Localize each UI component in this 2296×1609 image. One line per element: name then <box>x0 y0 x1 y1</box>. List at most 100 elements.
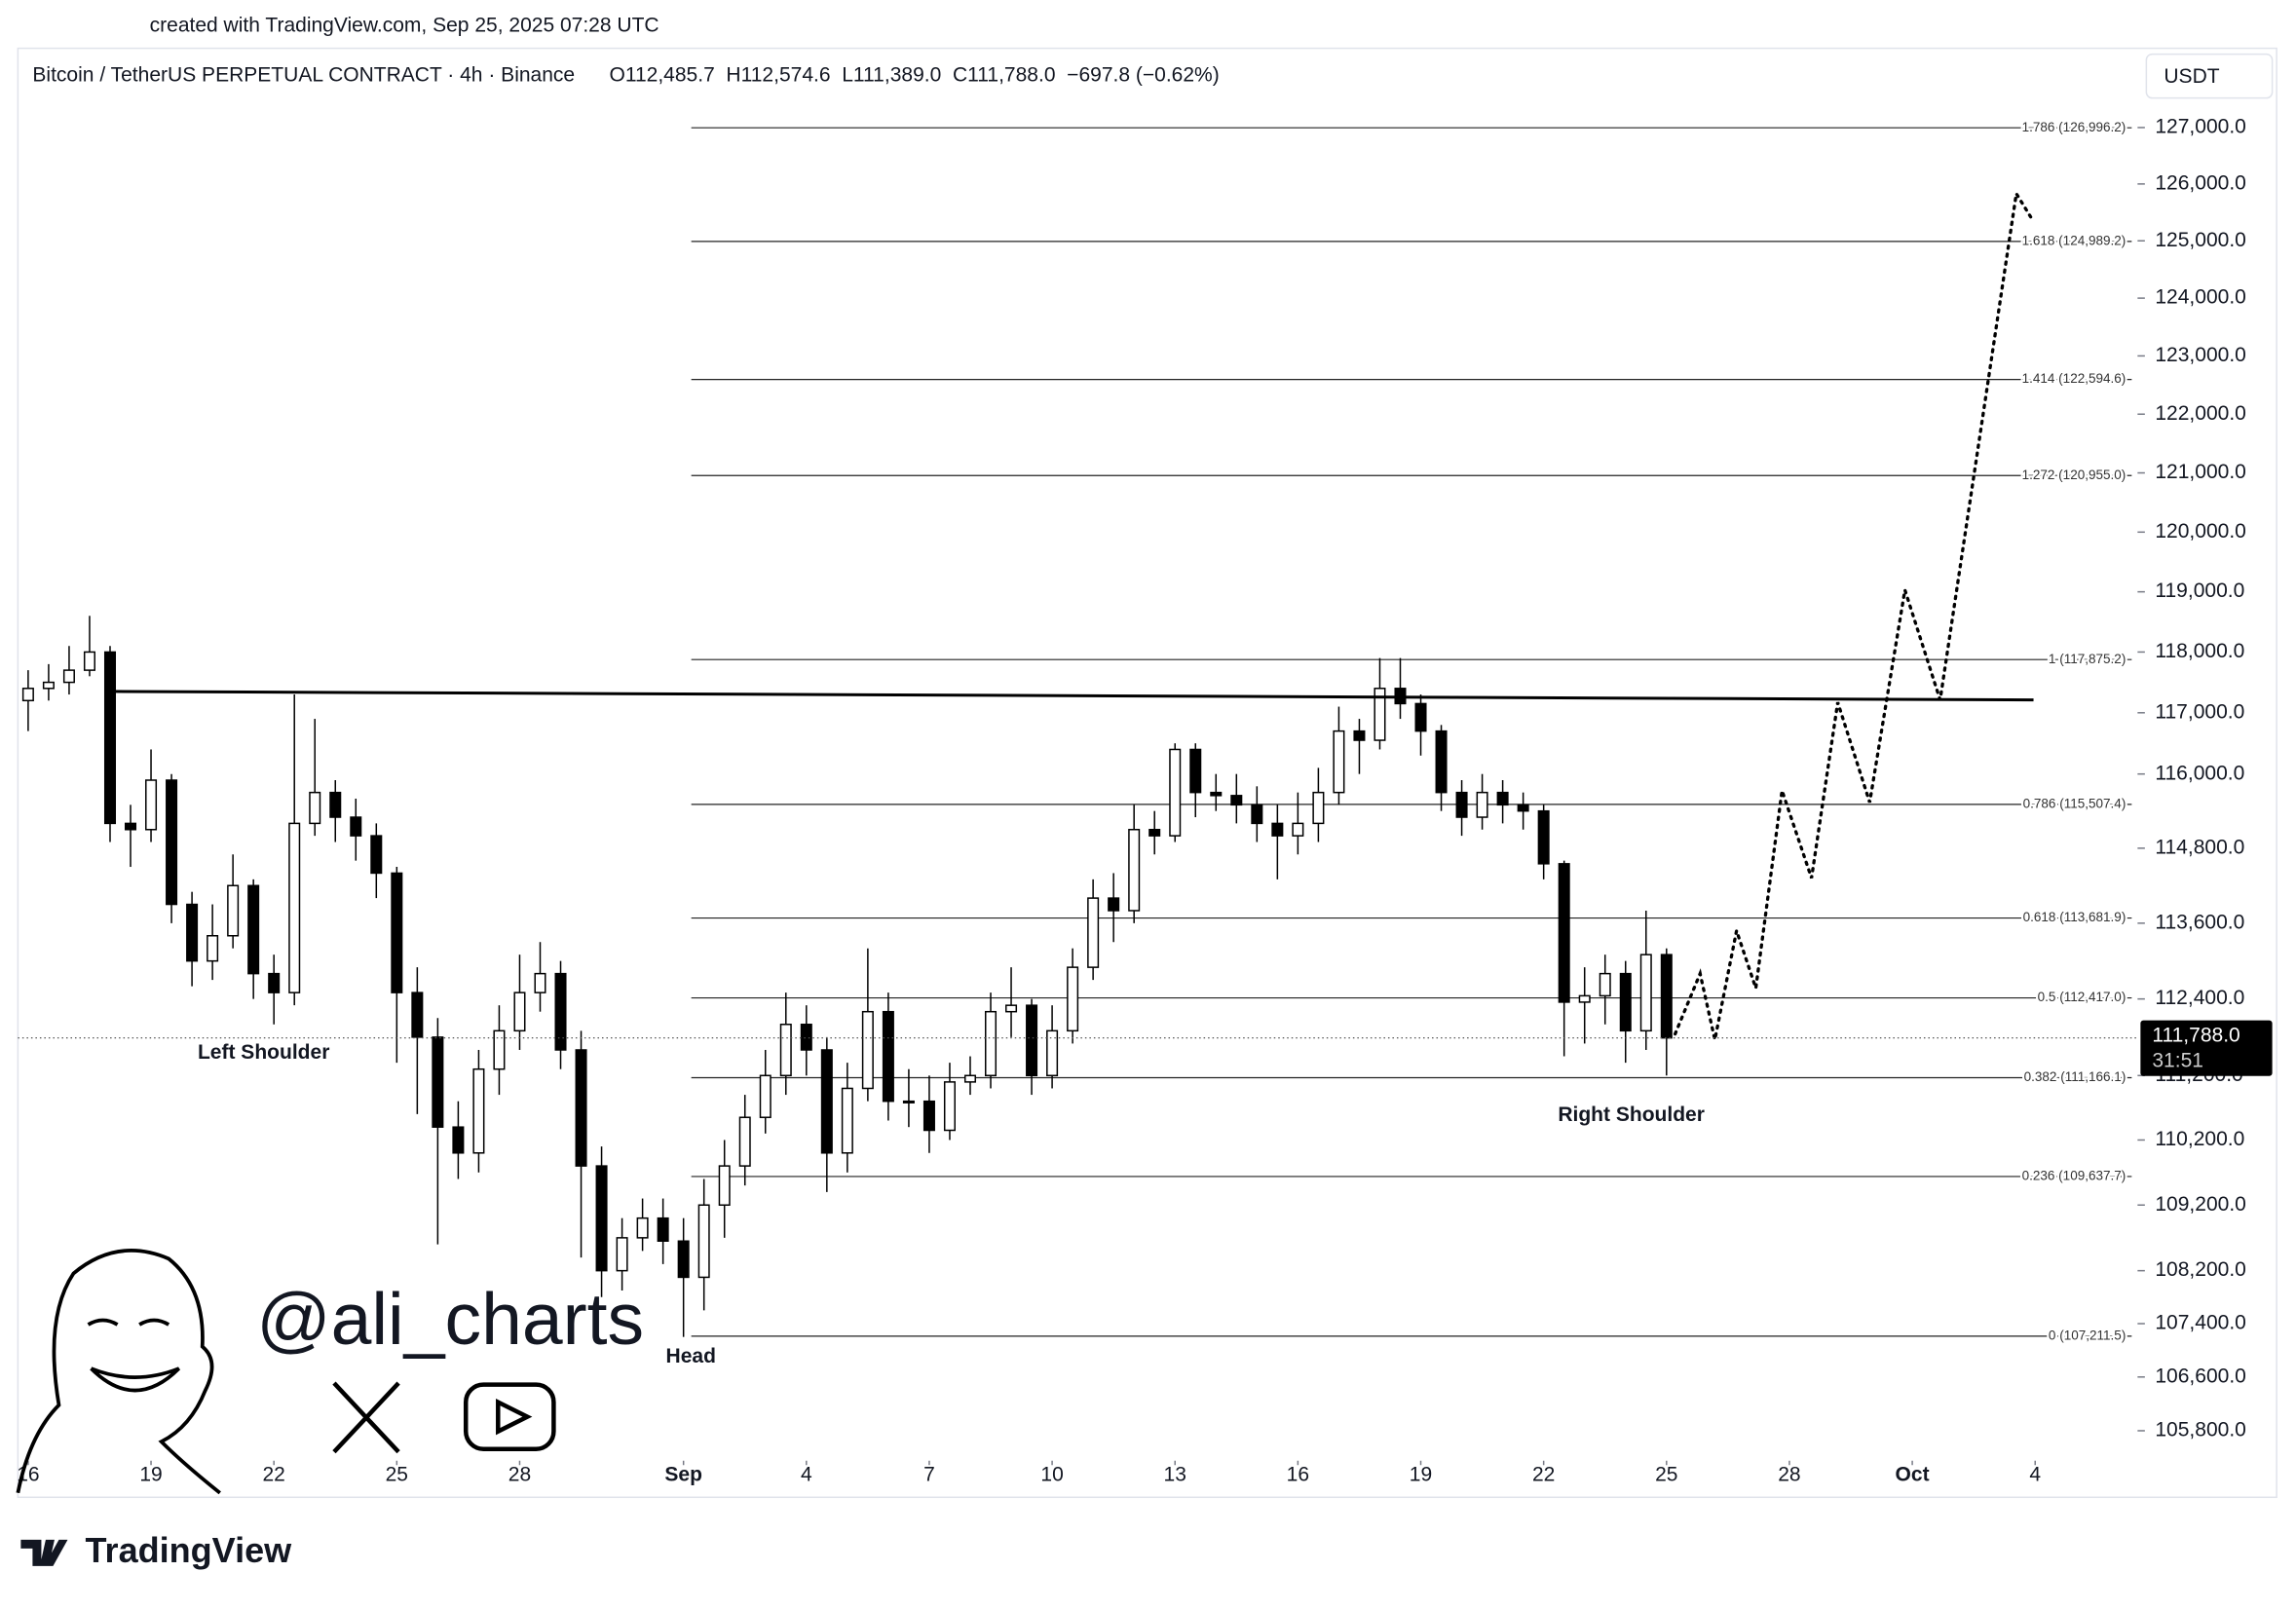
candle-body <box>1271 822 1284 837</box>
currency: USDT <box>2164 65 2219 88</box>
candle-body <box>268 972 281 993</box>
candle-body <box>1639 954 1652 1032</box>
candle-body <box>861 1010 874 1090</box>
candle-body <box>166 779 178 906</box>
candle-body <box>227 884 240 937</box>
candle-body <box>985 1010 997 1077</box>
y-tick-label: 118,000.0 <box>2155 640 2244 662</box>
candle-body <box>1333 730 1345 794</box>
y-tick-label: 121,000.0 <box>2155 461 2246 483</box>
y-tick-label: 113,600.0 <box>2155 911 2244 933</box>
last-price-label: 111,788.0 <box>2152 1025 2240 1047</box>
y-tick-label: 110,200.0 <box>2155 1128 2244 1150</box>
candle-body <box>1169 748 1182 837</box>
candle-body <box>62 669 75 684</box>
avatar <box>16 1249 221 1495</box>
candle-body <box>820 1049 833 1154</box>
candle-body <box>432 1036 444 1128</box>
candle-body <box>902 1100 915 1104</box>
y-tick-label: 117,000.0 <box>2155 700 2244 723</box>
candle-body <box>1578 994 1591 1003</box>
projection-path <box>1673 189 2033 1040</box>
fib-label: 1.786 (126,996.2) <box>2022 120 2127 134</box>
x-tick-label: 19 <box>1410 1463 1432 1485</box>
x-tick-label: Sep <box>664 1463 702 1485</box>
candle-body <box>1067 966 1079 1032</box>
candle-body <box>1189 748 1202 794</box>
candle-body <box>1660 954 1673 1039</box>
candle-body <box>1251 804 1263 825</box>
y-tick-label: 125,000.0 <box>2155 229 2246 251</box>
candle-body <box>779 1024 792 1077</box>
candle-body <box>329 791 342 818</box>
x-tick-label: 10 <box>1040 1463 1063 1485</box>
x-tick-label: 22 <box>262 1463 284 1485</box>
x-tick-label: 28 <box>1778 1463 1800 1485</box>
candle-body <box>1599 972 1611 997</box>
candle-body <box>1476 791 1488 818</box>
x-tick-label: 25 <box>386 1463 408 1485</box>
candle-body <box>513 992 526 1032</box>
candle-body <box>288 822 301 993</box>
fib-label: 0.382 (111,166.1) <box>2024 1069 2127 1084</box>
x-tick-label: 7 <box>923 1463 935 1485</box>
candle-body <box>83 651 95 671</box>
candle-body <box>575 1049 587 1167</box>
fib-label: 0.786 (115,507.4) <box>2023 796 2127 810</box>
x-tick-label: 22 <box>1532 1463 1555 1485</box>
pattern-label: Right Shoulder <box>1558 1104 1705 1126</box>
chart-frame <box>17 47 2277 1499</box>
candle-body <box>1087 897 1100 968</box>
candle-body <box>1230 795 1243 806</box>
candle-body <box>1517 804 1529 812</box>
last-price-tag <box>2140 1020 2273 1076</box>
candle-body <box>1435 730 1448 794</box>
candle-body <box>1496 791 1509 806</box>
candle-body <box>411 992 424 1038</box>
social-icons <box>332 1381 556 1454</box>
y-tick-label: 127,000.0 <box>2155 116 2246 138</box>
plot-area: 105,800.0 106,600.0 107,400.0 108,200.0 109,… <box>17 116 2273 1485</box>
x-tick-label: 25 <box>1655 1463 1677 1485</box>
candle-body <box>391 872 403 993</box>
candle-body <box>350 816 362 837</box>
brand: TradingView <box>86 1530 293 1570</box>
candle-body <box>1005 1004 1018 1013</box>
pattern-label: Left Shoulder <box>198 1041 329 1064</box>
candle-body <box>1455 791 1468 818</box>
candle-body <box>534 972 546 993</box>
x-tick-label: 4 <box>801 1463 812 1485</box>
candle-body <box>677 1240 690 1279</box>
x-tick-label: 13 <box>1164 1463 1186 1485</box>
fib-label: 0 (107,211.5) <box>2049 1328 2126 1342</box>
candle-body <box>595 1165 608 1272</box>
chart-title: Bitcoin / TetherUS PERPETUAL CONTRACT · … <box>32 64 575 87</box>
candle-body <box>636 1216 649 1239</box>
y-tick-label: 122,000.0 <box>2155 402 2246 425</box>
pattern-label: Head <box>666 1345 716 1367</box>
candle-body <box>1210 791 1223 797</box>
x-tick-label: 4 <box>2029 1463 2041 1485</box>
y-tick-label: 123,000.0 <box>2155 344 2246 366</box>
y-tick-label: 126,000.0 <box>2155 171 2246 194</box>
candle-body <box>800 1024 812 1051</box>
candle-body <box>1353 730 1366 741</box>
candle-body <box>207 935 219 962</box>
y-tick-label: 106,600.0 <box>2155 1365 2246 1387</box>
candle-body <box>718 1165 731 1207</box>
y-tick-label: 112,400.0 <box>2155 987 2244 1009</box>
y-tick-label: 124,000.0 <box>2155 286 2246 309</box>
currency-button[interactable] <box>2145 53 2274 99</box>
countdown: 31:51 <box>2152 1049 2203 1071</box>
y-tick-label: 116,000.0 <box>2155 762 2244 784</box>
y-tick-label: 109,200.0 <box>2155 1193 2246 1216</box>
candle-body <box>452 1126 465 1154</box>
candle-body <box>841 1087 853 1154</box>
candle-body <box>186 903 199 962</box>
candle-body <box>1148 828 1161 837</box>
candle-body <box>125 822 137 831</box>
y-tick-label: 105,800.0 <box>2155 1419 2246 1441</box>
x-tick-label: Oct <box>1896 1463 1930 1485</box>
